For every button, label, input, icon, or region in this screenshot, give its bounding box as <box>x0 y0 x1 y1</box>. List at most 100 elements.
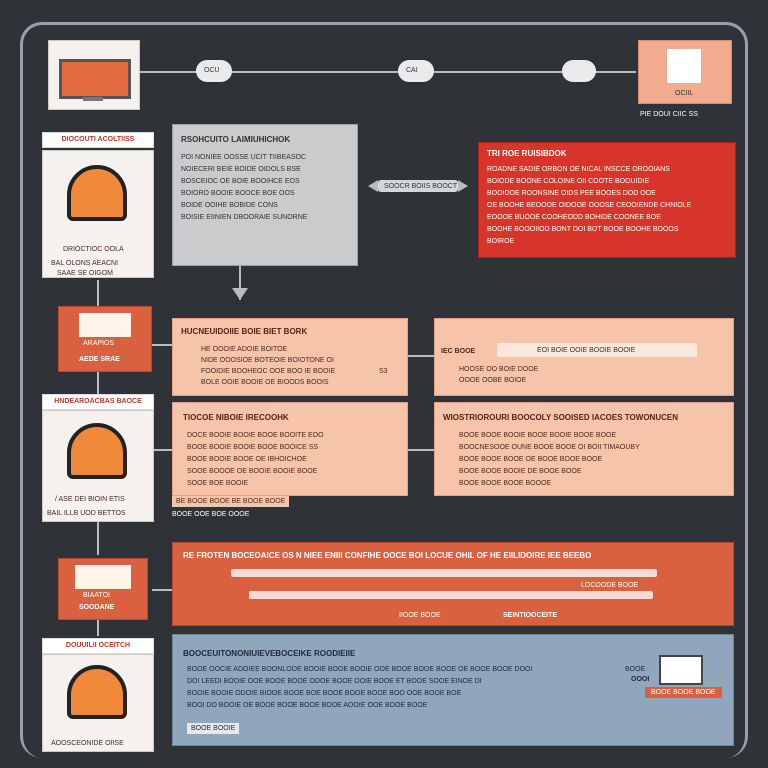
left-card-3-caption-2: BAIL ILLB UOD BETTOS <box>47 510 126 517</box>
monitor-card <box>48 40 140 110</box>
details-panel-left-title: TIOCOE NIBOIE IRECOOHK <box>183 413 289 422</box>
details-panel-right-line: BOOE BOOE BOOE BOOOE <box>459 480 552 487</box>
connector-label: SOOCR BOIIS BOOCT <box>378 180 458 192</box>
left-card-3: / ASE DEI BIOIN ETIS BAIL ILLB UOD BETTO… <box>42 410 154 522</box>
document-icon <box>667 49 701 83</box>
document-card-title: OCIIL <box>675 90 694 97</box>
details-footer-1: BE BOOE BOOE BE BOOE BOOE <box>172 496 290 507</box>
middle-panel-left-line: HE OOOIE ADOIE BOITOE <box>201 346 288 353</box>
red-panel-line: EOOOE BUOOE COOHEODD BOHIDE COONEE BOE <box>487 214 661 221</box>
details-footer-2: BOOE OOE BOE OOOE <box>172 511 250 518</box>
middle-panel-left: HUCNEUIDOIIE BOIE BIET BORK HE OOOIE ADO… <box>172 318 408 396</box>
left-card-4-caption: SOODANE <box>79 604 115 611</box>
middle-panel-left-title: HUCNEUIDOIIE BOIE BIET BORK <box>181 327 308 336</box>
middle-panel-left-line: BOLE OOIE BOOIE OE BIOODS BOOIS <box>201 379 329 386</box>
red-panel-title: TRI ROE RUISIBDOK <box>487 149 567 158</box>
left-card-1-caption-2: BAL OLONS AEACNI <box>51 260 119 267</box>
summary-bottom-left: IIOOE BOOE <box>399 612 441 619</box>
middle-panel-right-line: HOOSE OO BOIE DOOE <box>459 366 539 373</box>
details-panel-right: WIOSTRIOROURI BOOCOLY SOOISED IACOES TOW… <box>434 402 734 496</box>
red-panel-line: OE BOOHE BEOOOE OIDOOE OOOSE CEOOIENDE C… <box>487 202 692 209</box>
middle-panel-right: IEC BOOE EOI BOIE OOIE BOOIE BOOIE HOOSE… <box>434 318 734 396</box>
gray-panel-line: POI NONIEE OOSSE UCIT TIIBEASOC <box>181 154 306 161</box>
left-card-2-caption: AEDE SRAE <box>79 356 120 363</box>
left-card-4: BIAATOI SOODANE <box>58 558 148 620</box>
summary-right-tag: LOCOODE BOOE <box>581 582 639 589</box>
left-label-1: DIOCOUTI ACOLTIISS <box>42 132 154 148</box>
flow-node-3 <box>562 60 596 82</box>
summary-bottom-right: SEINTIOOCEITE <box>503 612 558 619</box>
summary-band-title: RE FROTEN BOCEOAICE OS N NIEE ENIII CONF… <box>183 551 592 560</box>
summary-band: RE FROTEN BOCEOAICE OS N NIEE ENIII CONF… <box>172 542 734 626</box>
details-panel-right-line: BOOE BOOE BOOE OE BOOE BOOE BOOE <box>459 456 603 463</box>
left-card-2-label: ARAPIOS <box>83 340 115 347</box>
red-panel-line: BOIROE <box>487 238 515 245</box>
middle-panel-left-line: FOOIDIE BOOHEOC OOE BOO IE BOOIE <box>201 368 336 375</box>
left-card-1: DRIOCTIOC OOLA BAL OLONS AEACNI SAAE SE … <box>42 150 154 278</box>
envelope-icon <box>75 565 131 589</box>
red-panel-line: BOOHE BOOOIIOD BONT DOI BOT BOOE BOOHE B… <box>487 226 679 233</box>
envelope-icon <box>79 313 131 337</box>
middle-panel-left-side: S3 <box>379 368 388 375</box>
connector-label-text: SOOCR BOIIS BOOCT <box>384 183 458 190</box>
monitor-icon <box>59 59 131 99</box>
red-panel-line: BOIODE BOONE COLOINE OII COOTE BOOUIDIE <box>487 178 650 185</box>
blue-panel-line: BOOI DO BOOIE OE BOOE BOOE BOOE BOOE AOO… <box>187 702 428 709</box>
gray-panel-line: BOISIE EIINIEN DBOORAIE SUNORNE <box>181 214 308 221</box>
blue-panel-side-small: BOOE <box>625 666 646 673</box>
outer-frame <box>20 22 748 758</box>
gray-panel-line: BOIDE OOIHE BOBIDE CONS <box>181 202 278 209</box>
blue-panel-line: BOOE OOCIE ADOIEE BOONLOOE BOOIE BOOE BO… <box>187 666 533 673</box>
middle-panel-right-line: OOOE OOBE BOIOE <box>459 377 527 384</box>
red-alert-panel: TRI ROE RUISIBDOK ROADNE SADIE ORBON OE … <box>478 142 736 258</box>
left-card-4-label: BIAATOI <box>83 592 110 599</box>
left-label-3: HNDEAROACBAS BAOCE <box>42 394 154 410</box>
left-card-1-caption-1: DRIOCTIOC OOLA <box>63 246 124 253</box>
blue-panel-corner: BOOE BOOIE <box>187 723 240 734</box>
details-panel-right-title: WIOSTRIOROURI BOOCOLY SOOISED IACOES TOW… <box>443 413 678 422</box>
red-panel-line: ROADNE SADIE ORBON OE NICAL INSCCE OROOI… <box>487 166 670 173</box>
laptop-icon <box>659 655 703 685</box>
left-card-2: ARAPIOS AEDE SRAE <box>58 306 152 372</box>
flow-node-1-label: OCU <box>204 67 220 74</box>
flow-node-2: CAI <box>398 60 434 82</box>
flow-node-1: OCU <box>196 60 232 82</box>
gray-panel-line: BOSCEIOC OE BOIE BOOIHCE EOS <box>181 178 300 185</box>
bell-icon <box>67 165 127 221</box>
details-panel-right-line: BOOE BOOE BOOIE BOOE BOOIE BOOE BOOE <box>459 432 617 439</box>
blue-panel-side-button[interactable]: BOOE BOOE BOOE <box>645 687 722 698</box>
left-card-3-caption-1: / ASE DEI BIOIN ETIS <box>55 496 125 503</box>
details-panel-right-line: BOOE BOOE BOOIE DE BOOE BOOE <box>459 468 582 475</box>
flow-node-2-label: CAI <box>406 67 418 74</box>
bell-icon <box>67 423 127 479</box>
blue-panel-title: BOOCEUITONONIUIEVEBOCEIKE ROODIEIIE <box>183 649 356 658</box>
blue-panel-line: DOI LEEDI BOOIE OOE BOOE BOOE ODOE BOOE … <box>187 678 482 685</box>
middle-panel-right-tag: IEC BOOE <box>441 348 476 355</box>
details-panel-left-line: SOOE BOE BOOIE <box>187 480 249 487</box>
details-panel-left-line: SOOE BOOOE OE BOOIE BOOIE BOOE <box>187 468 318 475</box>
details-panel-right-line: BOOCNESOOE OUNE BOOE BOOE OI BOII TIMAOU… <box>459 444 640 451</box>
document-card: OCIIL <box>638 40 732 104</box>
left-card-1-caption-3: SAAE SE OIGOM <box>57 270 114 277</box>
details-panel-left-line: DOCE BOOIE BOOIE BOOE BOOITE EOO <box>187 432 324 439</box>
blue-notes-panel: BOOCEUITONONIUIEVEBOCEIKE ROODIEIIE BOOE… <box>172 634 734 746</box>
summary-bar-2 <box>249 591 653 599</box>
monitor-stand-icon <box>83 97 103 101</box>
blue-panel-side-tag: OOOI <box>631 676 650 683</box>
gray-panel-line: BOIORO BOOIE BOOCE BOE OOS <box>181 190 295 197</box>
left-card-5: AOOSCEONIDE OIISE <box>42 654 154 752</box>
middle-panel-left-line: NIDE OOOSIOE BOTEOIE BOIOTONE OI <box>201 357 334 364</box>
document-caption: PIE DOUI CIIC SS <box>640 111 698 118</box>
left-card-5-caption: AOOSCEONIDE OIISE <box>51 740 124 747</box>
blue-panel-line: BOOIE BOOIE ODOIE BIOOE BOOE BOE BOOE BO… <box>187 690 462 697</box>
red-panel-line: BOOIDOE ROONSINE OIDS PEE BOOES DOD OOE <box>487 190 656 197</box>
details-panel-left-line: BOOE BOOIE BOOIE BOOE BOOICE SS <box>187 444 319 451</box>
gray-panel-line: NOIECERI BEIE BOIDE OIDOLS BSE <box>181 166 301 173</box>
details-panel-left: TIOCOE NIBOIE IRECOOHK DOCE BOOIE BOOIE … <box>172 402 408 496</box>
left-label-5: DOUUILII OCEITCH <box>42 638 154 654</box>
gray-panel-title: RSOHCUITO LAIMIUHICHOK <box>181 135 291 144</box>
details-panel-left-line: BOOE BOOIE BOOE OE IBHOICHOE <box>187 456 307 463</box>
middle-panel-right-bar: EOI BOIE OOIE BOOIE BOOIE <box>497 343 697 357</box>
gray-info-panel: RSOHCUITO LAIMIUHICHOK POI NONIEE OOSSE … <box>172 124 358 266</box>
bell-icon <box>67 665 127 719</box>
